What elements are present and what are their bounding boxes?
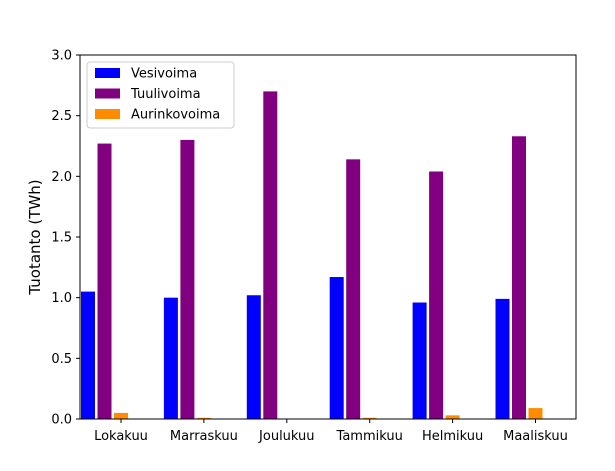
legend-swatch-tuulivoima: [95, 88, 120, 99]
bar-aurinkovoima-marraskuu: [196, 417, 211, 419]
legend-label-aurinkovoima: Aurinkovoima: [131, 108, 220, 123]
bar-vesivoima-tammikuu: [329, 277, 344, 419]
x-axis: Lokakuu Marraskuu Joulukuu Tammikuu Helmikuu…: [94, 419, 568, 444]
bar-vesivoima-marraskuu: [163, 297, 178, 419]
y-tick-label: 3.0: [51, 49, 72, 64]
x-tick-label: Lokakuu: [94, 429, 148, 444]
bar-vesivoima-maaliskuu: [495, 298, 510, 419]
y-axis-title: Tuotanto (TWh): [26, 179, 44, 295]
bar-tuulivoima-tammikuu: [346, 159, 361, 419]
legend-swatch-vesivoima: [95, 68, 120, 78]
legend-swatch-aurinkovoima: [95, 109, 120, 119]
y-tick-label: 0.0: [51, 413, 72, 428]
x-tick-label: Helmikuu: [422, 429, 483, 444]
y-tick-label: 2.0: [51, 170, 72, 185]
legend-label-tuulivoima: Tuulivoima: [130, 87, 201, 102]
bar-tuulivoima-marraskuu: [180, 139, 195, 419]
bar-tuulivoima-lokakuu: [97, 143, 112, 419]
bar-tuulivoima-maaliskuu: [512, 136, 526, 420]
x-tick-label: Marraskuu: [170, 429, 238, 444]
bar-vesivoima-helmikuu: [412, 302, 427, 419]
y-tick-label: 1.5: [51, 231, 72, 246]
bar-vesivoima-joulukuu: [246, 295, 261, 419]
bar-tuulivoima-helmikuu: [429, 171, 444, 419]
bar-aurinkovoima-tammikuu: [362, 417, 377, 419]
y-axis: 0.0 0.5 1.0 1.5 2.0 2.5 3.0: [51, 49, 80, 428]
legend-frame: [86, 61, 235, 129]
x-tick-label: Joulukuu: [258, 429, 315, 444]
y-tick-label: 0.5: [51, 352, 72, 367]
bar-aurinkovoima-helmikuu: [445, 415, 460, 419]
x-tick-label: Tammikuu: [336, 429, 403, 444]
bar-aurinkovoima-lokakuu: [114, 412, 128, 419]
bar-tuulivoima-joulukuu: [263, 91, 278, 420]
legend: Vesivoima Tuulivoima Aurinkovoima: [86, 61, 235, 129]
bar-aurinkovoima-maaliskuu: [528, 408, 543, 419]
y-tick-label: 1.0: [51, 291, 72, 306]
legend-label-vesivoima: Vesivoima: [131, 67, 197, 82]
bar-vesivoima-lokakuu: [81, 291, 95, 419]
bar-marks: [81, 91, 543, 420]
y-tick-label: 2.5: [51, 109, 72, 124]
x-tick-label: Maaliskuu: [503, 429, 568, 444]
